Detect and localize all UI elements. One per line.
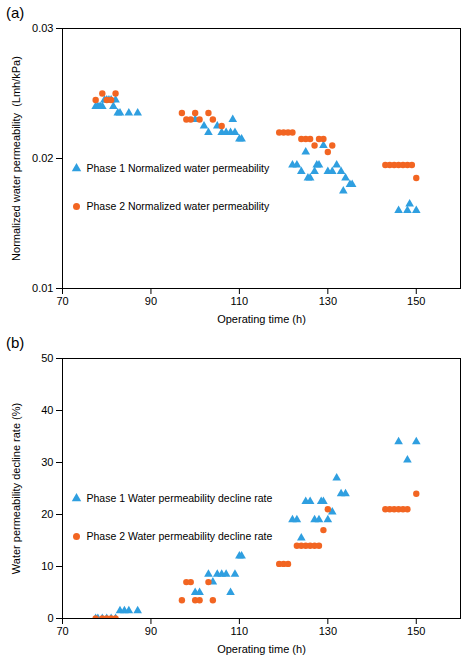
- svg-text:0.03: 0.03: [32, 22, 53, 34]
- svg-text:40: 40: [41, 404, 53, 416]
- svg-text:10: 10: [41, 560, 53, 572]
- svg-text:130: 130: [319, 295, 337, 307]
- svg-text:Normalized water permeability: Normalized water permeability (Lmh/kPa): [10, 56, 22, 261]
- svg-text:110: 110: [231, 625, 249, 637]
- svg-text:Water permeability decline rat: Water permeability decline rate (%): [10, 403, 22, 574]
- svg-text:150: 150: [407, 295, 425, 307]
- svg-text:0.02: 0.02: [32, 152, 53, 164]
- svg-text:Operating time (h): Operating time (h): [217, 643, 306, 655]
- html-text:(a): (a): [6, 4, 25, 21]
- svg-text:Phase 1 Normalized water perme: Phase 1 Normalized water permeability: [87, 162, 270, 174]
- svg-text:110: 110: [231, 295, 249, 307]
- svg-text:Phase 1 Water permeability dec: Phase 1 Water permeability decline rate: [87, 492, 273, 504]
- svg-text:90: 90: [145, 295, 157, 307]
- svg-text:90: 90: [145, 625, 157, 637]
- svg-text:20: 20: [41, 508, 53, 520]
- svg-text:70: 70: [56, 295, 68, 307]
- svg-text:70: 70: [56, 625, 68, 637]
- svg-text:Operating time (h): Operating time (h): [217, 313, 306, 325]
- svg-text:30: 30: [41, 456, 53, 468]
- svg-text:Phase 2 Normalized water perme: Phase 2 Normalized water permeability: [87, 200, 270, 212]
- svg-text:0.01: 0.01: [32, 282, 53, 294]
- svg-text:0: 0: [47, 612, 53, 624]
- html-text:(b): (b): [6, 334, 25, 351]
- svg-text:130: 130: [319, 625, 337, 637]
- svg-text:Phase 2 Water permeability dec: Phase 2 Water permeability decline rate: [87, 530, 273, 542]
- svg-text:150: 150: [407, 625, 425, 637]
- svg-text:50: 50: [41, 352, 53, 364]
